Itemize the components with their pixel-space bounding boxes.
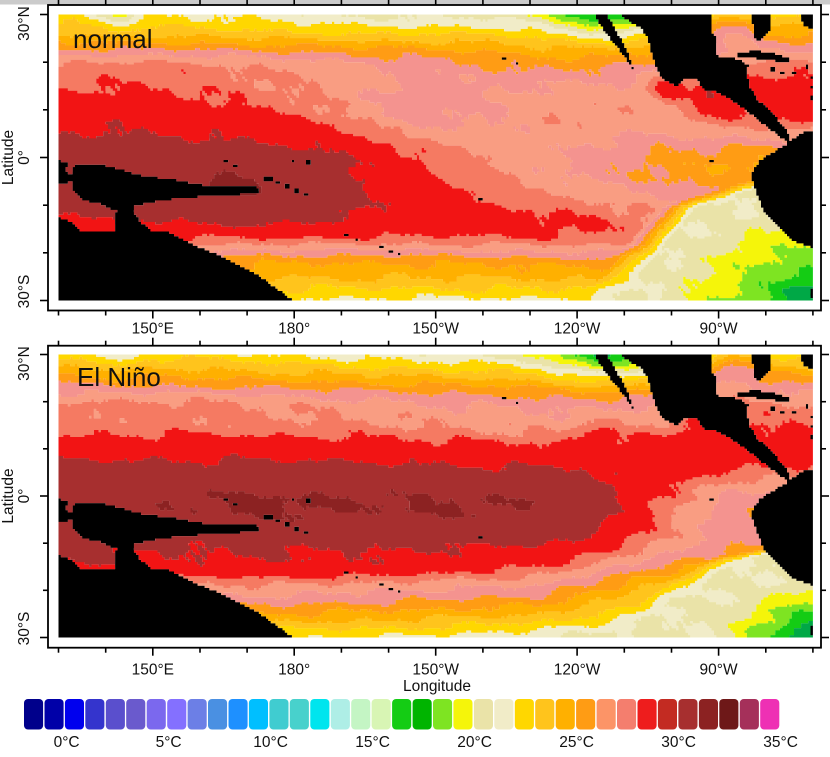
svg-text:Latitude: Latitude [0,468,17,523]
svg-text:120°W: 120°W [554,321,601,338]
svg-text:5°C: 5°C [156,734,182,751]
svg-text:0°: 0° [16,150,33,165]
svg-text:120°W: 120°W [554,662,601,679]
svg-text:10°C: 10°C [253,734,288,751]
svg-text:25°C: 25°C [559,734,594,751]
svg-text:150°W: 150°W [412,321,459,338]
svg-text:15°C: 15°C [355,734,390,751]
svg-text:0°C: 0°C [54,734,80,751]
svg-text:180°: 180° [278,321,310,338]
svg-text:90°W: 90°W [700,321,738,338]
svg-text:Latitude: Latitude [0,130,17,185]
svg-text:30°S: 30°S [16,275,33,309]
svg-text:normal: normal [73,24,152,54]
svg-text:El Niño: El Niño [77,362,161,392]
svg-text:90°W: 90°W [700,662,738,679]
svg-text:150°W: 150°W [412,662,459,679]
svg-text:30°S: 30°S [16,612,33,646]
svg-text:20°C: 20°C [457,734,492,751]
svg-text:0°: 0° [16,489,33,504]
svg-text:30°N: 30°N [16,6,33,41]
svg-text:150°E: 150°E [132,321,174,338]
svg-text:Longitude: Longitude [403,678,471,695]
svg-text:150°E: 150°E [132,662,174,679]
svg-text:30°C: 30°C [661,734,696,751]
svg-text:30°N: 30°N [16,346,33,381]
svg-text:35°C: 35°C [763,734,798,751]
svg-text:180°: 180° [278,662,310,679]
